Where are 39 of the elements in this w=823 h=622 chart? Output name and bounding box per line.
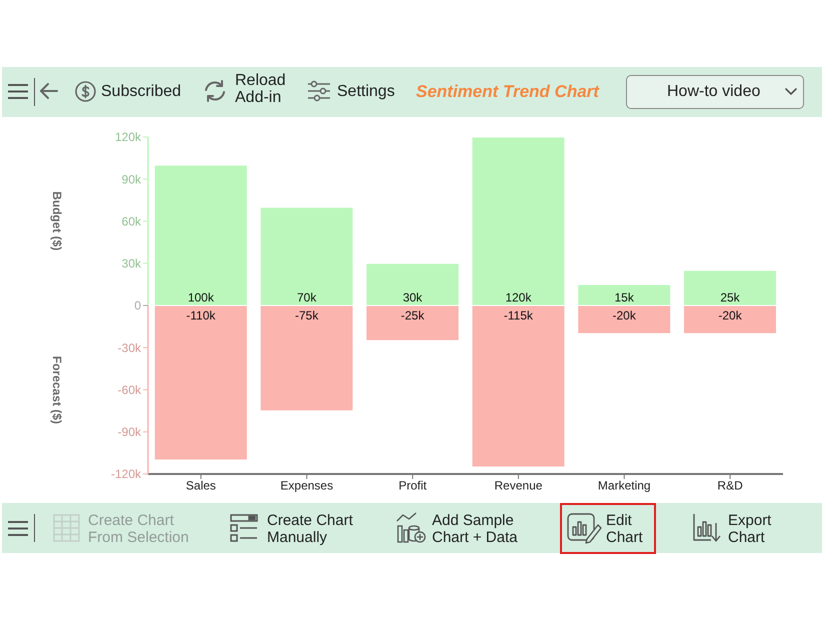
x-tick-label: R&D: [717, 478, 744, 493]
y-tick-label: 90k: [122, 172, 142, 186]
y-tick-label: 120k: [114, 130, 142, 144]
data-label: 15k: [614, 290, 635, 304]
data-label: -75k: [295, 308, 320, 322]
x-tick-label: Profit: [398, 478, 428, 493]
text: Forecast ($): [50, 356, 64, 424]
y-tick-label: -120k: [110, 467, 142, 482]
data-label: 70k: [297, 290, 318, 304]
y-tick-label: 0: [134, 298, 142, 313]
data-label: 30k: [402, 290, 424, 304]
data-label: 25k: [720, 290, 741, 304]
y-tick-label: -90k: [118, 425, 142, 440]
x-tick-label: Expenses: [280, 478, 334, 493]
text: Settings: [337, 83, 395, 100]
y-tick-label: 60k: [122, 214, 142, 228]
x-tick-label: Revenue: [494, 478, 543, 493]
y-axis-title: Budget ($): [50, 192, 64, 251]
text: Add Sample Chart + Data: [432, 512, 518, 546]
text: Subscribed: [101, 83, 182, 100]
text: Create Chart Manually: [267, 512, 353, 546]
x-tick-label: Sales: [186, 478, 216, 493]
text: Reload Add-in: [235, 72, 286, 106]
data-label: 120k: [505, 290, 532, 304]
data-label: -20k: [718, 308, 743, 322]
data-label: -20k: [612, 308, 637, 322]
chart-title: Sentiment Trend Chart: [416, 82, 599, 102]
x-tick-label: Marketing: [598, 478, 651, 493]
text: Export Chart: [728, 512, 772, 546]
text: Edit Chart: [606, 512, 643, 546]
y-tick-label: -30k: [118, 340, 142, 355]
data-label: -25k: [400, 308, 426, 322]
data-label: 100k: [188, 290, 215, 304]
y-tick-label: 30k: [122, 256, 142, 271]
text: Create Chart From Selection: [88, 512, 189, 546]
text: How-to video: [667, 83, 760, 100]
y-tick-label: -60k: [118, 382, 142, 397]
data-label: -110k: [186, 308, 216, 322]
data-label: -115k: [504, 308, 534, 322]
